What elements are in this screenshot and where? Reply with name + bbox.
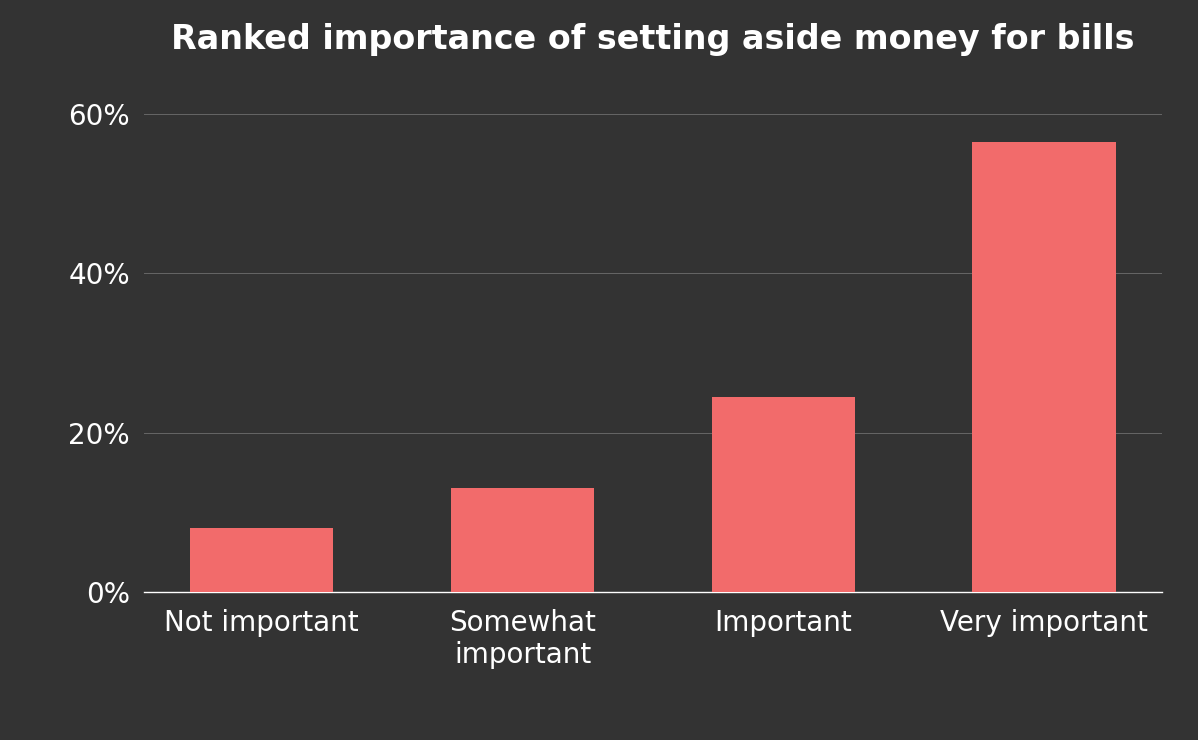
Bar [973,142,1115,592]
Bar [190,528,333,592]
Title: Ranked importance of setting aside money for bills: Ranked importance of setting aside money… [171,23,1135,56]
Bar [450,488,594,592]
Bar [712,397,855,592]
